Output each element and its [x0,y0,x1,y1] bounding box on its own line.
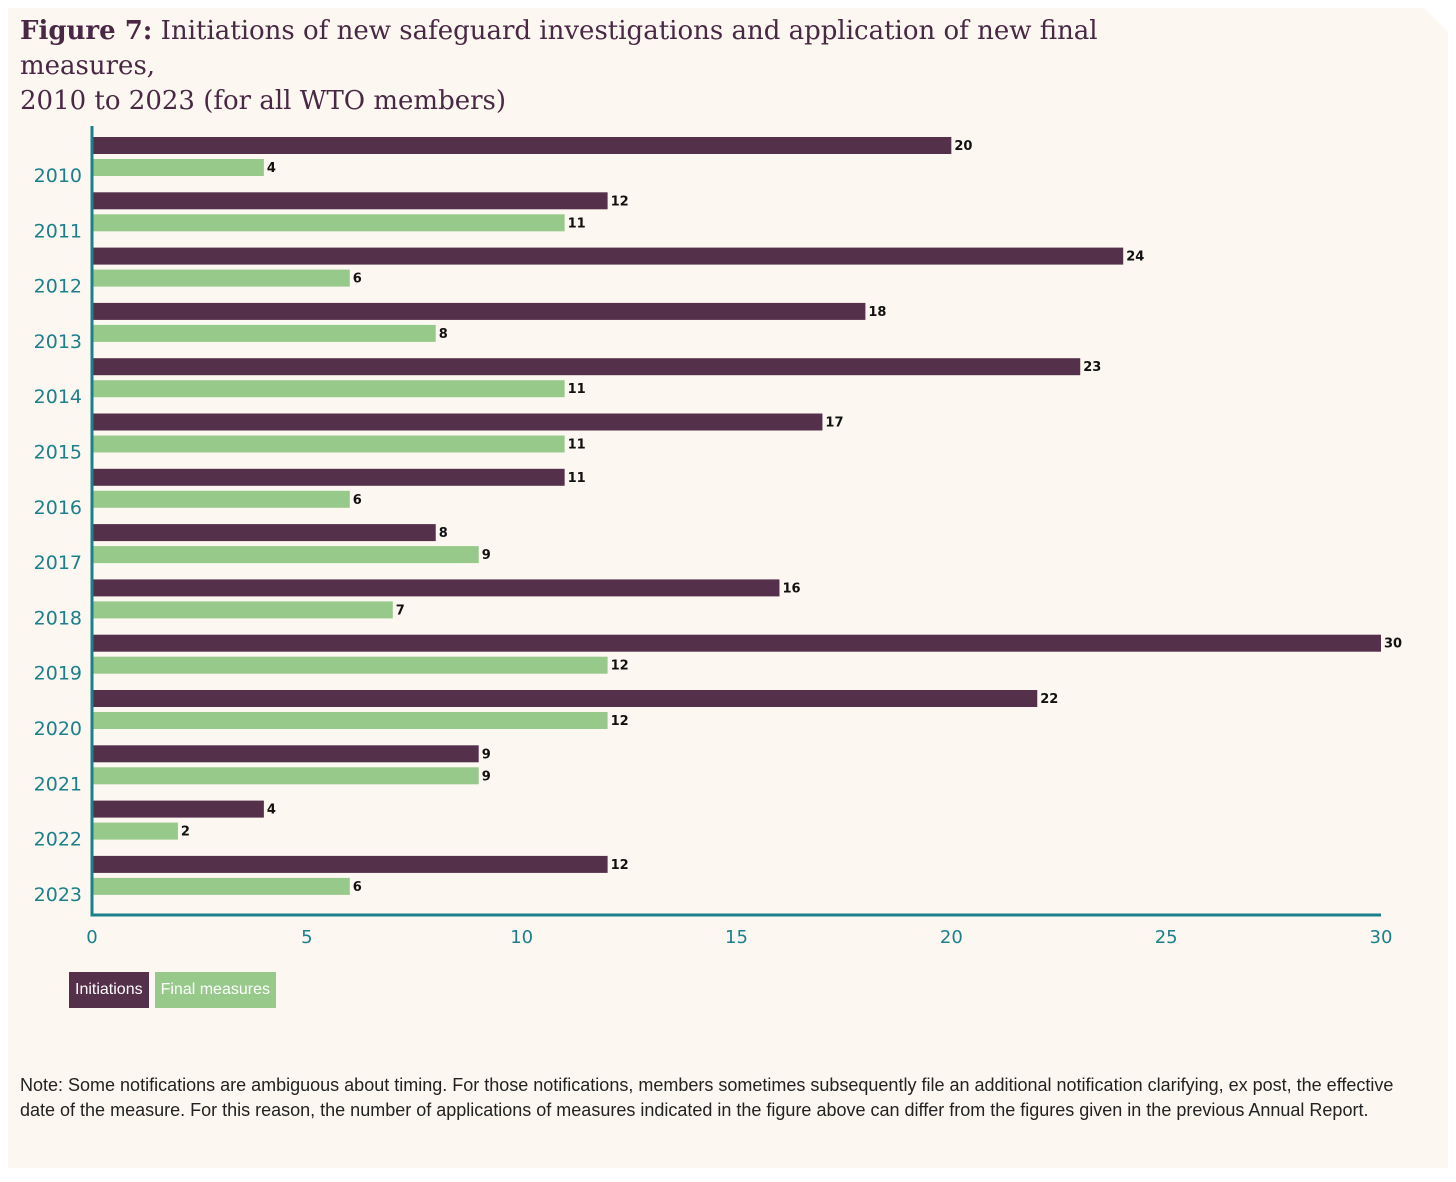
bar-initiations-2011 [92,192,608,210]
y-tick-label-2022: 2022 [34,829,82,851]
data-label-initiations-2014: 23 [1083,360,1101,375]
bar-final-measures-2015 [92,435,565,453]
data-label-initiations-2015: 17 [825,416,843,431]
bar-initiations-2020 [92,690,1038,707]
bar-final-measures-2019 [92,656,608,674]
x-tick-label-15: 15 [725,927,748,948]
figure-title: Figure 7: Initiations of new safeguard i… [20,14,1220,119]
y-tick-label-2010: 2010 [34,165,82,187]
bar-initiations-2022 [92,800,264,818]
bar-initiations-2013 [92,302,866,320]
title-line2: 2010 to 2023 (for all WTO members) [20,86,507,116]
y-tick-label-2011: 2011 [34,220,82,242]
bar-final-measures-2014 [92,380,565,398]
data-label-final-measures-2023: 6 [353,880,362,895]
bar-final-measures-2017 [92,546,479,564]
bar-final-measures-2013 [92,324,436,342]
data-label-final-measures-2012: 6 [353,272,362,287]
data-label-final-measures-2011: 11 [568,216,586,231]
bar-final-measures-2023 [92,877,350,895]
data-label-final-measures-2016: 6 [353,493,362,508]
bar-initiations-2012 [92,247,1124,265]
bar-final-measures-2012 [92,269,350,287]
bar-final-measures-2021 [92,767,479,785]
x-tick-label-30: 30 [1370,927,1393,948]
y-tick-label-2012: 2012 [34,276,82,298]
bar-initiations-2023 [92,855,608,873]
legend-initiations: Initiations [69,972,149,1008]
title-line1: Initiations of new safeguard investigati… [20,16,1098,81]
legend-final-measures: Final measures [154,972,276,1008]
data-label-final-measures-2013: 8 [439,327,448,342]
data-label-final-measures-2019: 12 [611,659,629,674]
footnote: Note: Some notifications are ambiguous a… [20,1075,1394,1120]
y-tick-label-2017: 2017 [34,552,82,574]
figure-label: Figure 7: [20,16,153,46]
y-tick-label-2016: 2016 [34,497,82,519]
data-label-initiations-2018: 16 [782,581,800,596]
data-label-final-measures-2010: 4 [267,161,276,176]
x-tick-label-5: 5 [301,927,312,948]
bar-initiations-2017 [92,524,436,542]
bar-initiations-2019 [92,634,1381,652]
bar-final-measures-2022 [92,822,178,840]
y-tick-label-2014: 2014 [34,386,82,408]
x-tick-label-0: 0 [86,927,97,948]
bar-final-measures-2018 [92,601,393,619]
data-label-final-measures-2021: 9 [482,769,491,784]
y-tick-label-2015: 2015 [34,442,82,464]
data-label-final-measures-2014: 11 [568,382,586,397]
legend: Initiations Final measures [69,972,276,1008]
bar-final-measures-2010 [92,159,264,176]
x-tick-label-10: 10 [510,927,533,948]
data-label-initiations-2022: 4 [267,803,276,818]
bar-initiations-2010 [92,137,952,154]
y-tick-label-2018: 2018 [34,607,82,629]
folded-corner [1424,8,1448,32]
bar-initiations-2016 [92,468,565,486]
data-label-initiations-2016: 11 [568,471,586,486]
bar-initiations-2021 [92,745,479,763]
data-label-initiations-2020: 22 [1040,692,1058,707]
data-label-initiations-2023: 12 [611,858,629,873]
y-tick-label-2013: 2013 [34,331,82,353]
bar-final-measures-2016 [92,490,350,508]
data-label-final-measures-2022: 2 [181,825,190,840]
data-label-initiations-2012: 24 [1126,250,1144,265]
bar-initiations-2015 [92,413,823,431]
bar-final-measures-2020 [92,712,608,729]
data-label-initiations-2010: 20 [954,139,972,154]
y-tick-label-2019: 2019 [34,663,82,685]
bar-initiations-2018 [92,579,780,597]
data-label-initiations-2017: 8 [439,526,448,541]
y-tick-label-2020: 2020 [34,718,82,740]
data-label-final-measures-2018: 7 [396,603,405,618]
x-tick-label-20: 20 [940,927,963,948]
y-tick-label-2021: 2021 [34,773,82,795]
data-label-final-measures-2017: 9 [482,548,491,563]
data-label-initiations-2013: 18 [868,305,886,320]
bar-final-measures-2011 [92,214,565,232]
y-tick-label-2023: 2023 [34,884,82,906]
data-label-final-measures-2015: 11 [568,438,586,453]
data-label-initiations-2021: 9 [482,747,491,762]
data-label-initiations-2019: 30 [1384,637,1402,652]
data-label-initiations-2011: 12 [611,194,629,209]
bar-initiations-2014 [92,358,1081,376]
x-tick-label-25: 25 [1155,927,1178,948]
data-label-final-measures-2020: 12 [611,714,629,729]
